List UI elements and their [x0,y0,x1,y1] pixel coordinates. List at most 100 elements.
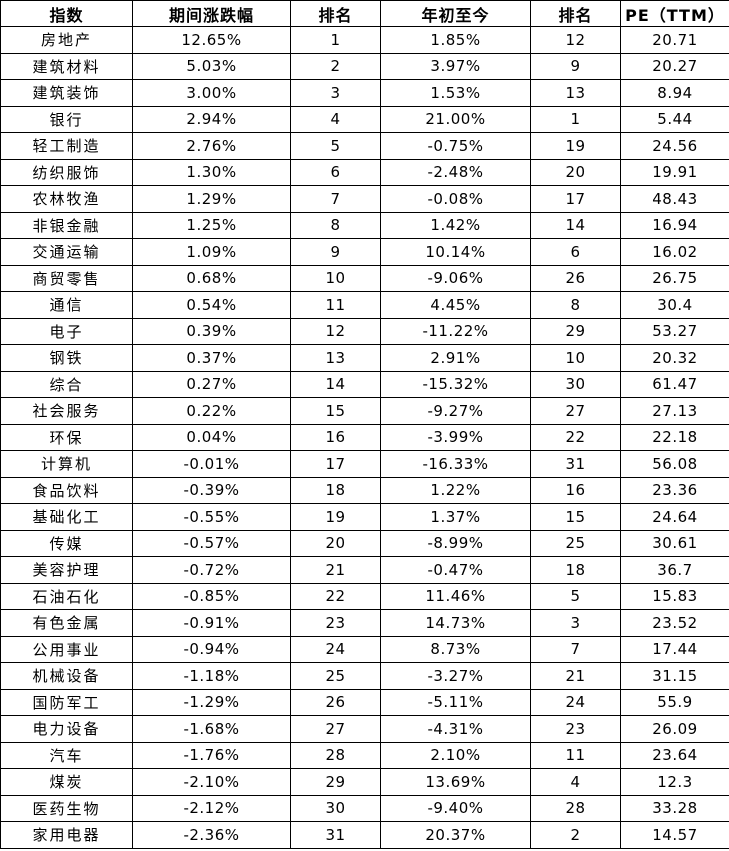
cell-period-change: 12.65% [132,26,291,54]
cell-pe-ttm: 15.83 [620,582,729,610]
cell-period-change: 1.30% [132,158,291,186]
cell-pe-ttm: 48.43 [620,185,729,213]
cell-pe-ttm: 61.47 [620,370,729,398]
cell-period-change: -2.36% [132,821,291,849]
cell-pe-ttm: 19.91 [620,158,729,186]
cell-period-rank: 19 [290,503,381,531]
cell-period-rank: 11 [290,291,381,319]
cell-ytd-rank: 5 [530,582,621,610]
cell-period-change: 0.04% [132,423,291,451]
table-row: 计算机 -0.01% 17 -16.33% 31 56.08 [0,450,729,478]
cell-ytd-change: 1.53% [380,79,531,107]
cell-ytd-rank: 24 [530,688,621,716]
table-row: 钢铁 0.37% 13 2.91% 10 20.32 [0,344,729,372]
cell-ytd-change: 1.42% [380,211,531,239]
cell-period-rank: 24 [290,635,381,663]
cell-pe-ttm: 36.7 [620,556,729,584]
table-row: 汽车 -1.76% 28 2.10% 11 23.64 [0,741,729,769]
cell-pe-ttm: 53.27 [620,317,729,345]
cell-index-name: 电力设备 [0,715,133,743]
cell-index-name: 商贸零售 [0,264,133,292]
cell-index-name: 煤炭 [0,768,133,796]
cell-ytd-change: -9.40% [380,794,531,822]
cell-index-name: 社会服务 [0,397,133,425]
cell-ytd-change: 10.14% [380,238,531,266]
cell-index-name: 银行 [0,105,133,133]
cell-period-rank: 8 [290,211,381,239]
cell-period-rank: 25 [290,662,381,690]
cell-ytd-change: 8.73% [380,635,531,663]
cell-pe-ttm: 12.3 [620,768,729,796]
cell-ytd-change: 3.97% [380,52,531,80]
cell-index-name: 农林牧渔 [0,185,133,213]
cell-index-name: 建筑装饰 [0,79,133,107]
cell-period-change: 0.37% [132,344,291,372]
cell-ytd-change: -4.31% [380,715,531,743]
table-row: 环保 0.04% 16 -3.99% 22 22.18 [0,423,729,451]
table-body: 房地产 12.65% 1 1.85% 12 20.71 建筑材料 5.03% 2 3.97% 9 20… [0,26,729,849]
cell-pe-ttm: 26.75 [620,264,729,292]
cell-ytd-change: 20.37% [380,821,531,849]
cell-period-rank: 9 [290,238,381,266]
header-ytd-change: 年初至今 [380,0,531,27]
table-row: 非银金融 1.25% 8 1.42% 14 16.94 [0,211,729,239]
cell-index-name: 机械设备 [0,662,133,690]
cell-index-name: 基础化工 [0,503,133,531]
cell-period-change: 0.54% [132,291,291,319]
cell-period-change: -0.72% [132,556,291,584]
cell-period-rank: 28 [290,741,381,769]
cell-pe-ttm: 31.15 [620,662,729,690]
cell-ytd-rank: 26 [530,264,621,292]
table-row: 食品饮料 -0.39% 18 1.22% 16 23.36 [0,476,729,504]
header-index: 指数 [0,0,133,27]
cell-period-rank: 29 [290,768,381,796]
cell-ytd-change: -5.11% [380,688,531,716]
table-row: 电力设备 -1.68% 27 -4.31% 23 26.09 [0,715,729,743]
table-row: 建筑装饰 3.00% 3 1.53% 13 8.94 [0,79,729,107]
cell-ytd-change: -16.33% [380,450,531,478]
cell-pe-ttm: 23.64 [620,741,729,769]
cell-pe-ttm: 17.44 [620,635,729,663]
header-ytd-rank: 排名 [530,0,621,27]
cell-period-rank: 16 [290,423,381,451]
table-row: 社会服务 0.22% 15 -9.27% 27 27.13 [0,397,729,425]
cell-index-name: 医药生物 [0,794,133,822]
cell-index-name: 通信 [0,291,133,319]
cell-ytd-rank: 7 [530,635,621,663]
cell-pe-ttm: 24.64 [620,503,729,531]
cell-period-rank: 31 [290,821,381,849]
cell-period-change: 5.03% [132,52,291,80]
cell-pe-ttm: 24.56 [620,132,729,160]
header-pe-ttm: PE（TTM） [620,0,729,27]
cell-pe-ttm: 20.71 [620,26,729,54]
cell-ytd-rank: 3 [530,609,621,637]
cell-ytd-change: -3.99% [380,423,531,451]
cell-index-name: 纺织服饰 [0,158,133,186]
cell-period-rank: 23 [290,609,381,637]
table-row: 传媒 -0.57% 20 -8.99% 25 30.61 [0,529,729,557]
cell-ytd-rank: 29 [530,317,621,345]
cell-period-rank: 13 [290,344,381,372]
cell-pe-ttm: 22.18 [620,423,729,451]
cell-pe-ttm: 14.57 [620,821,729,849]
cell-period-change: 2.94% [132,105,291,133]
cell-period-change: 0.68% [132,264,291,292]
table-row: 轻工制造 2.76% 5 -0.75% 19 24.56 [0,132,729,160]
cell-period-change: 0.39% [132,317,291,345]
cell-period-change: 1.29% [132,185,291,213]
cell-pe-ttm: 33.28 [620,794,729,822]
table-row: 农林牧渔 1.29% 7 -0.08% 17 48.43 [0,185,729,213]
cell-period-change: -0.55% [132,503,291,531]
table-row: 房地产 12.65% 1 1.85% 12 20.71 [0,26,729,54]
cell-ytd-rank: 2 [530,821,621,849]
cell-pe-ttm: 23.36 [620,476,729,504]
cell-pe-ttm: 20.27 [620,52,729,80]
cell-ytd-rank: 9 [530,52,621,80]
cell-ytd-change: 2.91% [380,344,531,372]
cell-period-rank: 18 [290,476,381,504]
cell-period-change: -0.39% [132,476,291,504]
cell-pe-ttm: 26.09 [620,715,729,743]
cell-period-rank: 1 [290,26,381,54]
table-row: 美容护理 -0.72% 21 -0.47% 18 36.7 [0,556,729,584]
cell-ytd-change: -2.48% [380,158,531,186]
